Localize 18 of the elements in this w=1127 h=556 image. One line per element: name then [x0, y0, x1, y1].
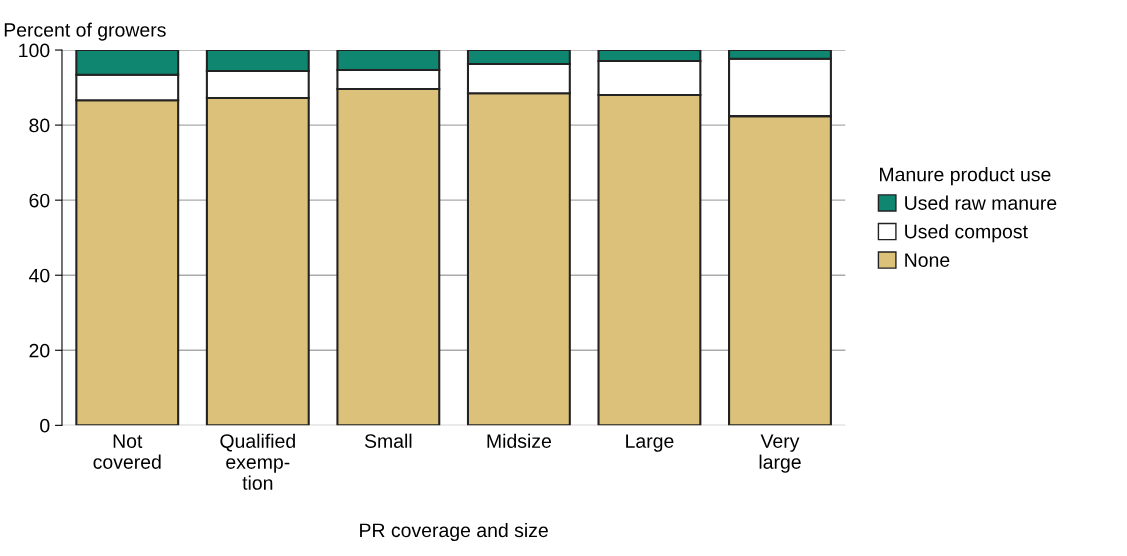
legend-title: Manure product use [880, 167, 1051, 186]
x-tick-label: Qualified exemp- tion [220, 433, 295, 490]
legend-label: None [905, 253, 950, 267]
legend-label: Used raw manure [905, 195, 1057, 210]
x-tick-label: Large [626, 434, 674, 452]
legend-label: Used compost [905, 224, 1028, 243]
y-tick-label: 0 [40, 418, 50, 433]
y-tick-label: 40 [29, 268, 50, 283]
x-tick-label: Very large [759, 434, 801, 473]
y-tick-label: 20 [29, 343, 50, 358]
x-tick-label: Midsize [487, 433, 551, 448]
x-tick-label: Not covered [93, 434, 161, 469]
y-tick-label: 100 [19, 43, 50, 58]
y-tick-label: 80 [29, 118, 50, 133]
y-tick-label: 60 [29, 193, 50, 208]
y-axis-title: Percent of growers [4, 22, 166, 41]
x-tick-label: Small [364, 433, 412, 448]
x-axis-title: PR coverage and size [360, 522, 548, 542]
